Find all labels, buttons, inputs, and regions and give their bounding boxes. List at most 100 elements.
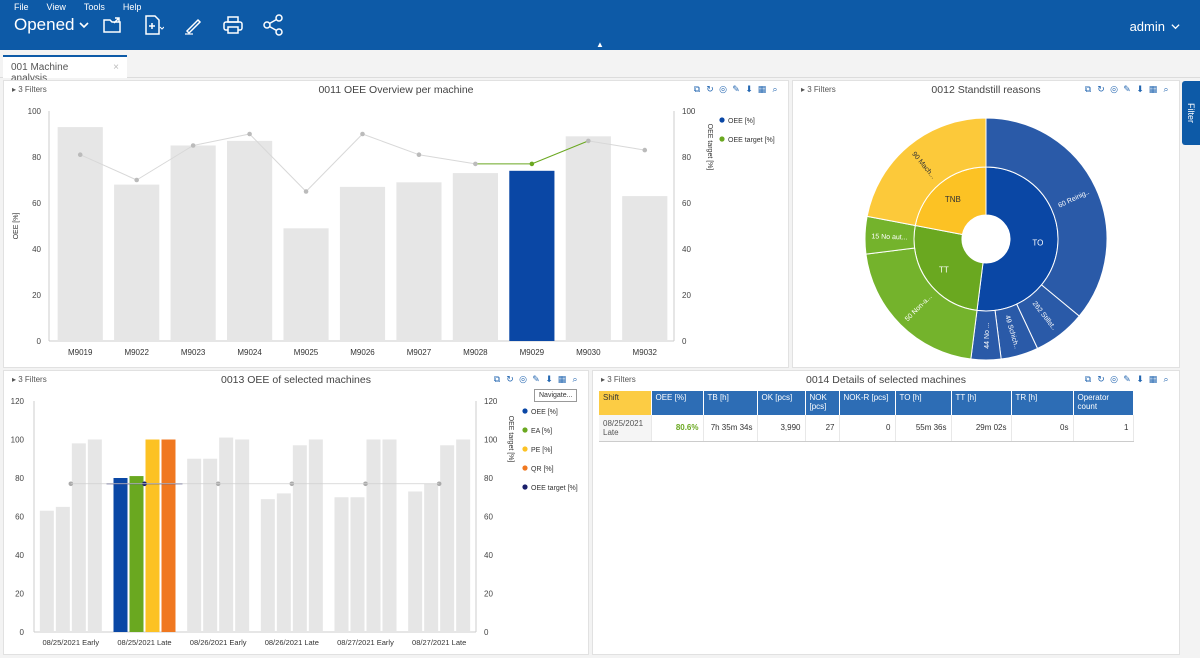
bar (113, 478, 128, 632)
sunburst-outer-label: 44 No ... (984, 322, 991, 349)
panel-oee-selected: ▸ 3 Filters 0013 OEE of selected machine… (3, 370, 589, 655)
cell-tt: 29m 02s (951, 415, 1012, 442)
share-icon[interactable] (262, 14, 284, 36)
cell-oee: 80.6% (651, 415, 704, 442)
x-tick-label: M9023 (181, 348, 206, 357)
close-icon[interactable]: × (113, 62, 119, 73)
filters-toggle[interactable]: ▸ 3 Filters (601, 375, 636, 384)
print-icon[interactable] (222, 14, 244, 36)
column-header-tb[interactable]: TB [h] (703, 391, 758, 415)
y2-tick-label: 120 (484, 397, 498, 406)
filters-toggle[interactable]: ▸ 3 Filters (12, 85, 47, 94)
x-tick-label: M9026 (350, 348, 375, 357)
y2-tick-label: 100 (682, 107, 696, 116)
edit-icon[interactable]: ✎ (732, 84, 740, 94)
y-tick-label: 60 (15, 513, 24, 522)
bar (39, 510, 54, 632)
y2-axis-title: OEE target [%] (507, 416, 514, 463)
open-folder-icon[interactable] (102, 14, 124, 36)
column-header-shift[interactable]: Shift (599, 391, 652, 415)
column-header-tr[interactable]: TR [h] (1011, 391, 1074, 415)
bar (565, 136, 611, 341)
target-point (247, 131, 252, 137)
edit-icon[interactable] (182, 14, 204, 36)
x-tick-label: M9024 (237, 348, 262, 357)
table-icon[interactable]: ▦ (1148, 374, 1158, 384)
column-header-nok-r[interactable]: NOK-R [pcs] (839, 391, 896, 415)
filters-label: 3 Filters (807, 85, 836, 94)
table-icon[interactable]: ▦ (1148, 84, 1158, 94)
edit-icon[interactable]: ✎ (532, 374, 540, 384)
zoom-icon[interactable]: ⌕ (772, 84, 778, 94)
filters-toggle[interactable]: ▸ 3 Filters (801, 85, 836, 94)
refresh-icon[interactable]: ↻ (1097, 84, 1105, 94)
table-row[interactable]: 08/25/2021 Late 80.6% 7h 35m 34s 3,990 2… (599, 415, 1134, 442)
refresh-icon[interactable]: ↻ (1097, 374, 1105, 384)
edit-icon[interactable]: ✎ (1123, 374, 1131, 384)
bookmark-icon[interactable]: ⬇ (745, 84, 753, 94)
navigate-icon[interactable]: ◎ (719, 84, 727, 94)
x-tick-label: M9025 (294, 348, 319, 357)
target-point (473, 161, 478, 167)
column-header-nok[interactable]: NOK [pcs] (805, 391, 840, 415)
zoom-icon[interactable]: ⌕ (1163, 374, 1169, 384)
y-tick-label: 60 (32, 199, 41, 208)
menu-view[interactable]: View (46, 2, 66, 12)
menu-help[interactable]: Help (122, 2, 142, 12)
panel-title: 0012 Standstill reasons (931, 84, 1041, 96)
column-header-to[interactable]: TO [h] (895, 391, 952, 415)
bookmark-icon[interactable]: ⬇ (1136, 374, 1144, 384)
user-menu[interactable]: admin (1130, 19, 1180, 34)
zoom-icon[interactable]: ⌕ (572, 374, 578, 384)
export-icon[interactable]: ⧉ (493, 374, 501, 384)
column-header-ok[interactable]: OK [pcs] (757, 391, 806, 415)
new-document-icon[interactable] (142, 14, 164, 36)
legend-marker (719, 117, 725, 123)
bar (227, 140, 273, 341)
target-point (134, 177, 139, 183)
target-point (77, 152, 83, 157)
column-header-oee[interactable]: OEE [%] (651, 391, 704, 415)
target-point (586, 138, 591, 144)
target-point (68, 481, 74, 487)
y-tick-label: 0 (20, 628, 25, 637)
y-tick-label: 100 (11, 436, 25, 445)
collapse-toolbar-icon[interactable]: ▲ (596, 40, 604, 49)
column-header-operator-count[interactable]: Operator count (1073, 391, 1134, 415)
filter-side-tab[interactable]: Filter (1182, 81, 1200, 145)
filters-label: 3 Filters (607, 375, 636, 384)
opened-dropdown[interactable]: Opened (14, 15, 89, 35)
export-icon[interactable]: ⧉ (693, 84, 701, 94)
chevron-down-icon (78, 22, 89, 29)
legend-label: OEE [%] (728, 118, 755, 125)
menu-file[interactable]: File (14, 2, 29, 12)
table-icon[interactable]: ▦ (757, 84, 767, 94)
menu-tools[interactable]: Tools (83, 2, 105, 12)
target-line-segment (136, 145, 194, 181)
filters-toggle[interactable]: ▸ 3 Filters (12, 375, 47, 384)
refresh-icon[interactable]: ↻ (506, 374, 514, 384)
table-icon[interactable]: ▦ (557, 374, 567, 384)
export-icon[interactable]: ⧉ (1084, 84, 1092, 94)
navigate-icon[interactable]: ◎ (1110, 84, 1118, 94)
details-table: Shift OEE [%] TB [h] OK [pcs] NOK [pcs] … (599, 391, 1134, 442)
y2-tick-label: 0 (484, 628, 489, 637)
column-header-tt[interactable]: TT [h] (951, 391, 1012, 415)
legend-marker (522, 427, 528, 433)
bookmark-icon[interactable]: ⬇ (545, 374, 553, 384)
tab-machine-analysis[interactable]: 001 Machine analysis × (3, 55, 127, 84)
bar (203, 458, 218, 632)
navigate-icon[interactable]: ◎ (1110, 374, 1118, 384)
bar (187, 458, 202, 632)
bookmark-icon[interactable]: ⬇ (1136, 84, 1144, 94)
edit-icon[interactable]: ✎ (1123, 84, 1131, 94)
user-name: admin (1129, 19, 1165, 34)
refresh-icon[interactable]: ↻ (706, 84, 714, 94)
zoom-icon[interactable]: ⌕ (1163, 84, 1169, 94)
y-tick-label: 120 (11, 397, 25, 406)
sunburst-outer-slice (985, 117, 1108, 317)
navigate-icon[interactable]: ◎ (519, 374, 527, 384)
bar (334, 497, 349, 632)
export-icon[interactable]: ⧉ (1084, 374, 1092, 384)
target-line-segment (418, 154, 476, 165)
